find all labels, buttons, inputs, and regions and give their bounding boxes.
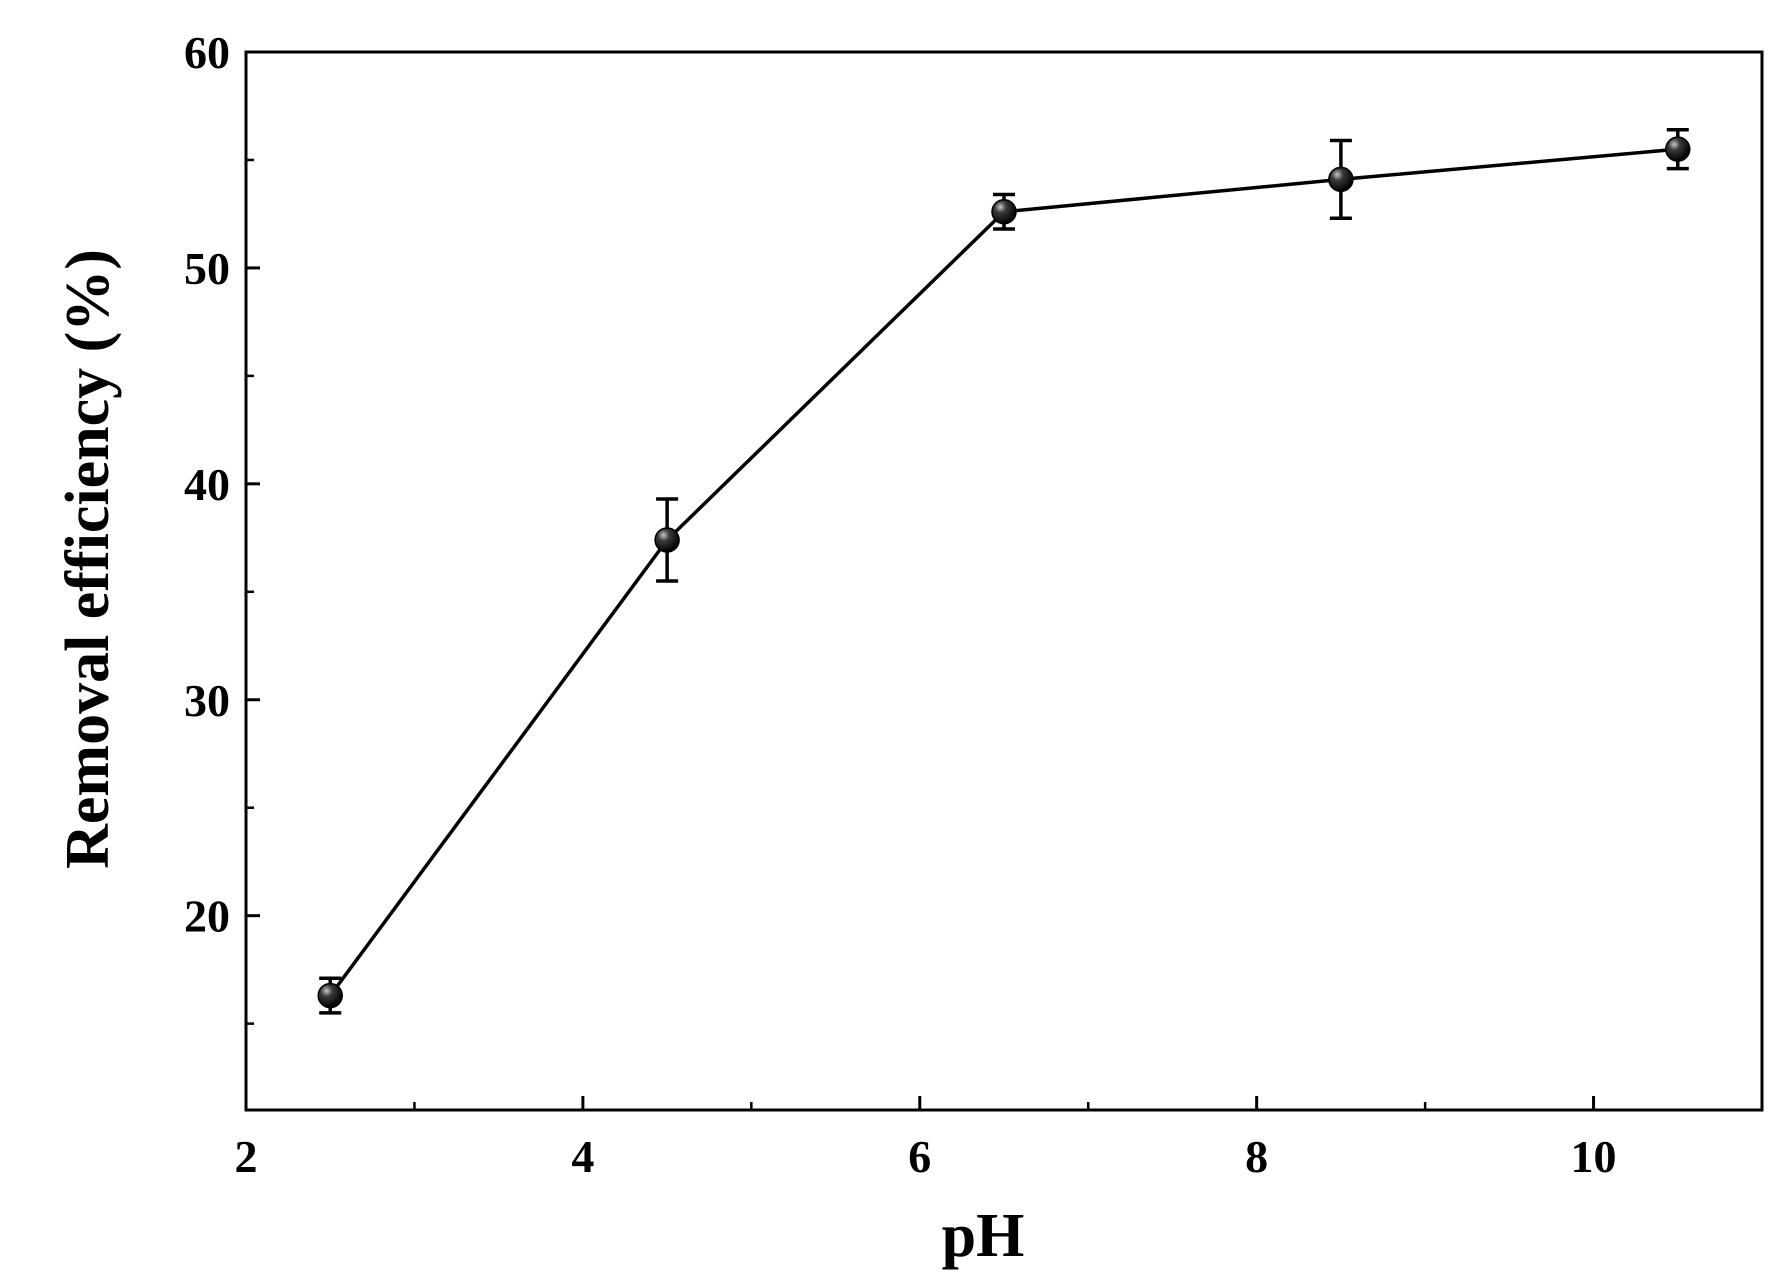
y-tick-label: 40 (184, 459, 230, 510)
x-axis-label: pH (942, 1202, 1025, 1270)
x-tick-label: 4 (571, 1131, 594, 1182)
y-tick-label: 60 (184, 27, 230, 78)
data-point (1665, 136, 1691, 162)
series-line (328, 147, 1678, 997)
y-tick-label: 30 (184, 675, 230, 726)
plot-frame (244, 50, 1764, 1112)
y-tick-label: 20 (184, 891, 230, 942)
data-point (317, 982, 343, 1009)
x-tick-label: 10 (1571, 1131, 1617, 1182)
data-point (991, 199, 1017, 225)
x-tick-label: 6 (908, 1131, 931, 1182)
data-point (654, 527, 680, 553)
y-tick-label: 50 (184, 243, 230, 294)
y-axis-label: Removal efficiency (%) (54, 249, 122, 869)
series-layer (317, 127, 1691, 1015)
y-axis-ticks: 20 30 40 50 60 (184, 27, 260, 1025)
x-tick-label: 8 (1245, 1131, 1268, 1182)
x-axis-ticks: 2 4 6 8 10 (235, 1096, 1617, 1182)
x-tick-label: 2 (235, 1131, 258, 1182)
data-point (1328, 166, 1354, 193)
